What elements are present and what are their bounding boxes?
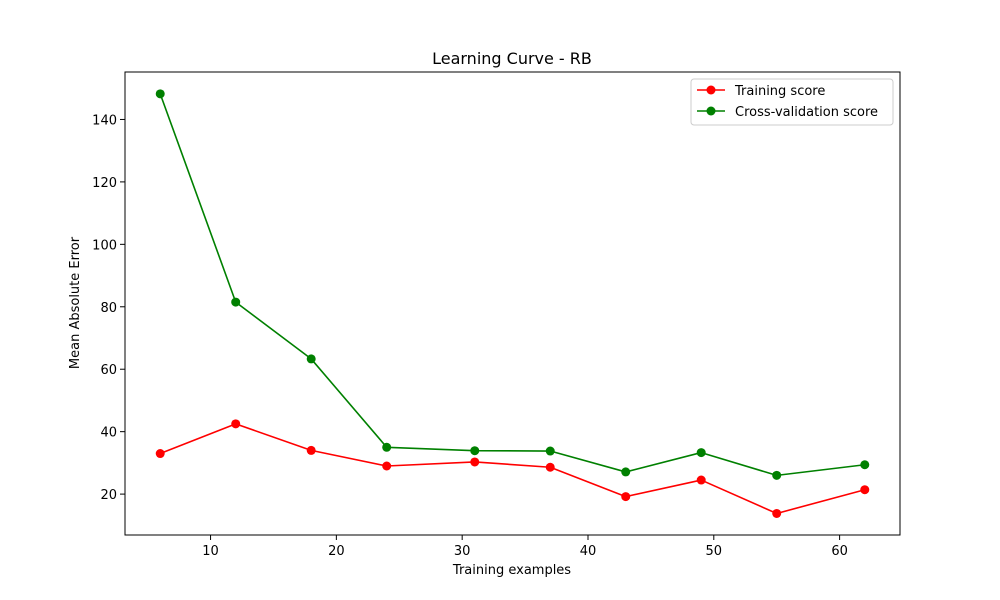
x-tick-label: 40 — [580, 544, 597, 559]
legend-marker-training-score — [706, 85, 716, 95]
x-axis-ticks: 10 20 30 40 50 60 — [202, 535, 848, 559]
data-point-training-score — [382, 461, 392, 471]
data-point-cross-validation-score — [860, 460, 870, 470]
y-tick-label: 40 — [100, 426, 117, 441]
y-tick-label: 120 — [92, 176, 117, 191]
legend-box — [690, 78, 894, 126]
y-tick-label: 20 — [100, 488, 117, 503]
legend-label-training-score: Training score — [734, 84, 825, 99]
data-point-training-score — [231, 419, 241, 429]
y-axis-label: Mean Absolute Error — [68, 236, 83, 369]
data-point-training-score — [860, 485, 870, 495]
data-point-training-score — [772, 508, 782, 518]
legend-marker-cross-validation-score — [706, 106, 716, 116]
y-tick-label: 140 — [92, 113, 117, 128]
series-line-cross-validation-score — [159, 93, 865, 477]
axes-frame — [124, 71, 901, 536]
data-point-cross-validation-score — [545, 446, 555, 456]
data-point-cross-validation-score — [231, 297, 241, 307]
data-point-training-score — [545, 462, 555, 472]
x-tick-label: 30 — [454, 544, 471, 559]
data-point-cross-validation-score — [772, 470, 782, 480]
y-tick-label: 60 — [100, 363, 117, 378]
x-tick-label: 20 — [328, 544, 345, 559]
series-line-training-score — [159, 423, 865, 515]
data-point-training-score — [155, 449, 165, 459]
x-tick-label: 60 — [831, 544, 848, 559]
plot-area — [155, 89, 870, 518]
y-tick-label: 100 — [92, 238, 117, 253]
data-point-cross-validation-score — [621, 467, 631, 477]
data-point-cross-validation-score — [696, 448, 706, 458]
data-point-cross-validation-score — [470, 446, 480, 456]
chart-title: Learning Curve - RB — [432, 49, 592, 68]
data-point-training-score — [470, 457, 480, 467]
data-point-cross-validation-score — [155, 89, 165, 99]
legend-label-cross-validation-score: Cross-validation score — [735, 105, 878, 120]
data-point-cross-validation-score — [306, 354, 316, 364]
y-tick-label: 80 — [100, 301, 117, 316]
y-axis-ticks: 20 40 60 80 100 120 140 — [92, 113, 125, 503]
data-point-cross-validation-score — [382, 442, 392, 452]
x-tick-label: 50 — [706, 544, 723, 559]
legend: Training score Cross-validation score — [690, 78, 894, 126]
data-point-training-score — [696, 475, 706, 485]
x-tick-label: 10 — [202, 544, 219, 559]
data-point-training-score — [306, 445, 316, 455]
data-point-training-score — [621, 492, 631, 502]
x-axis-label: Training examples — [452, 563, 571, 578]
